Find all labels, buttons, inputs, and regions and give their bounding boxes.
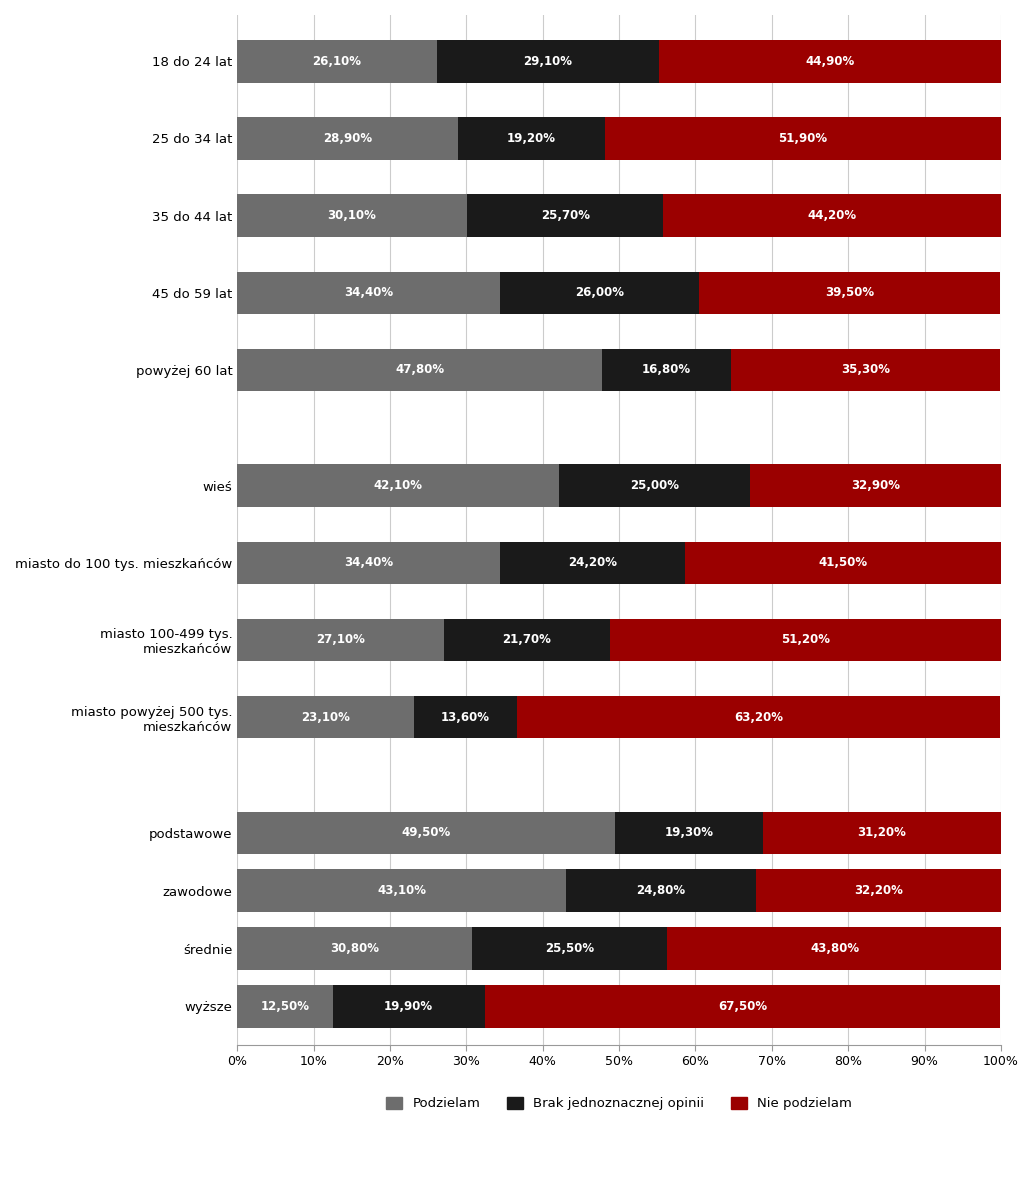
Text: 23,10%: 23,10% bbox=[301, 710, 349, 724]
Bar bbox=[567, 869, 756, 912]
Bar bbox=[237, 464, 558, 507]
Text: 49,50%: 49,50% bbox=[401, 826, 451, 839]
Bar bbox=[473, 928, 667, 970]
Text: 28,90%: 28,90% bbox=[323, 133, 372, 144]
Text: 29,10%: 29,10% bbox=[523, 55, 572, 68]
Bar bbox=[467, 195, 664, 236]
Bar bbox=[414, 696, 517, 738]
Text: 13,60%: 13,60% bbox=[442, 710, 490, 724]
Text: 47,80%: 47,80% bbox=[395, 363, 445, 376]
Bar bbox=[664, 195, 1001, 236]
Text: 39,50%: 39,50% bbox=[825, 287, 874, 300]
Bar bbox=[610, 618, 1001, 661]
Bar bbox=[499, 542, 685, 584]
Text: 32,20%: 32,20% bbox=[854, 885, 904, 897]
Text: 30,10%: 30,10% bbox=[328, 209, 376, 222]
Bar bbox=[333, 985, 485, 1028]
Bar bbox=[602, 349, 731, 392]
Text: 26,00%: 26,00% bbox=[575, 287, 624, 300]
Text: 27,10%: 27,10% bbox=[316, 634, 365, 646]
Text: 19,20%: 19,20% bbox=[507, 133, 555, 144]
Text: 19,90%: 19,90% bbox=[384, 999, 433, 1013]
Text: 31,20%: 31,20% bbox=[857, 826, 907, 839]
Text: 34,40%: 34,40% bbox=[344, 556, 393, 570]
Text: 19,30%: 19,30% bbox=[665, 826, 713, 839]
Bar bbox=[731, 349, 1000, 392]
Bar bbox=[237, 117, 458, 160]
Bar bbox=[517, 696, 1000, 738]
Bar bbox=[750, 464, 1001, 507]
Text: 25,50%: 25,50% bbox=[545, 942, 595, 955]
Bar bbox=[237, 195, 467, 236]
Text: 42,10%: 42,10% bbox=[373, 479, 423, 492]
Text: 25,00%: 25,00% bbox=[630, 479, 678, 492]
Bar bbox=[237, 869, 567, 912]
Text: 44,20%: 44,20% bbox=[808, 209, 857, 222]
Text: 30,80%: 30,80% bbox=[330, 942, 379, 955]
Text: 43,80%: 43,80% bbox=[810, 942, 859, 955]
Bar bbox=[237, 349, 602, 392]
Bar bbox=[685, 542, 1002, 584]
Bar bbox=[237, 542, 499, 584]
Text: 34,40%: 34,40% bbox=[344, 287, 393, 300]
Text: 67,50%: 67,50% bbox=[718, 999, 767, 1013]
Text: 44,90%: 44,90% bbox=[805, 55, 855, 68]
Legend: Podzielam, Brak jednoznacznej opinii, Nie podzielam: Podzielam, Brak jednoznacznej opinii, Ni… bbox=[381, 1091, 857, 1115]
Text: 24,80%: 24,80% bbox=[637, 885, 686, 897]
Bar bbox=[659, 41, 1002, 82]
Bar bbox=[485, 985, 1000, 1028]
Bar bbox=[237, 696, 414, 738]
Text: 32,90%: 32,90% bbox=[851, 479, 900, 492]
Bar bbox=[458, 117, 605, 160]
Bar bbox=[756, 869, 1002, 912]
Text: 21,70%: 21,70% bbox=[503, 634, 551, 646]
Text: 35,30%: 35,30% bbox=[841, 363, 890, 376]
Text: 41,50%: 41,50% bbox=[819, 556, 868, 570]
Text: 24,20%: 24,20% bbox=[568, 556, 617, 570]
Bar bbox=[237, 985, 333, 1028]
Bar bbox=[445, 618, 610, 661]
Bar bbox=[499, 271, 699, 314]
Text: 25,70%: 25,70% bbox=[541, 209, 589, 222]
Bar bbox=[558, 464, 750, 507]
Text: 12,50%: 12,50% bbox=[261, 999, 309, 1013]
Text: 16,80%: 16,80% bbox=[642, 363, 691, 376]
Bar bbox=[667, 928, 1002, 970]
Bar bbox=[436, 41, 659, 82]
Text: 51,90%: 51,90% bbox=[779, 133, 827, 144]
Bar bbox=[605, 117, 1001, 160]
Bar bbox=[237, 928, 473, 970]
Bar bbox=[237, 271, 499, 314]
Bar bbox=[237, 41, 436, 82]
Bar bbox=[615, 812, 763, 854]
Bar bbox=[699, 271, 1000, 314]
Bar bbox=[237, 812, 615, 854]
Text: 43,10%: 43,10% bbox=[377, 885, 426, 897]
Bar bbox=[237, 618, 445, 661]
Text: 26,10%: 26,10% bbox=[312, 55, 361, 68]
Text: 51,20%: 51,20% bbox=[781, 634, 830, 646]
Text: 63,20%: 63,20% bbox=[734, 710, 784, 724]
Bar bbox=[763, 812, 1001, 854]
